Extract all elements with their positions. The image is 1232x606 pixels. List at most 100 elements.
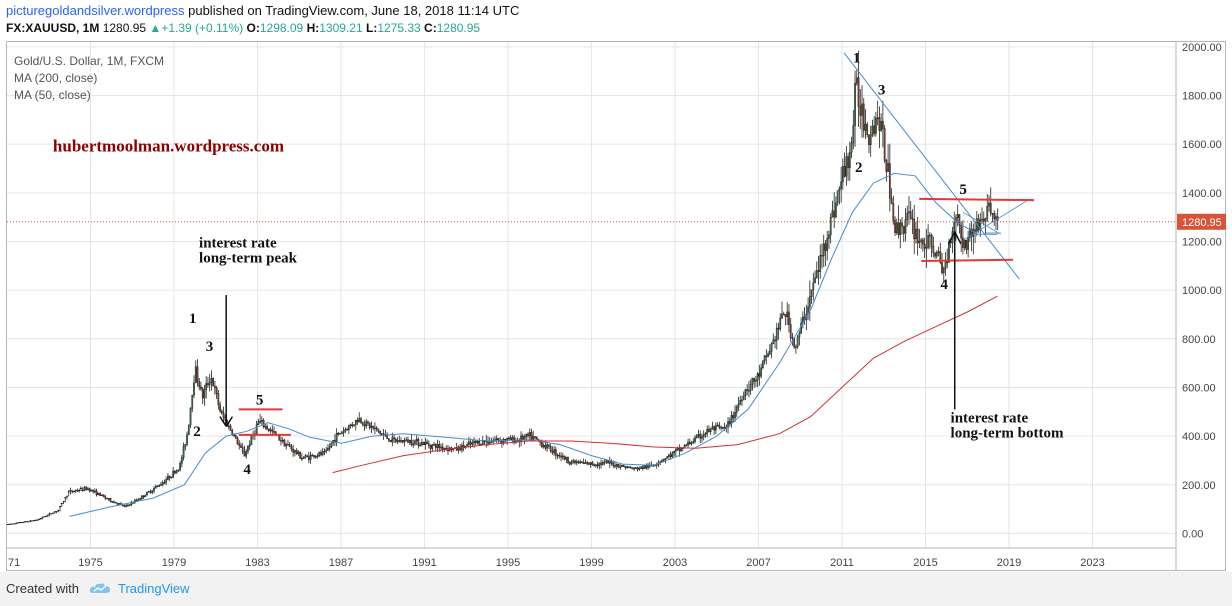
candle xyxy=(377,428,380,434)
candle-body xyxy=(567,456,569,463)
candle-body xyxy=(568,462,571,465)
candle xyxy=(398,435,401,443)
candle xyxy=(850,136,853,159)
candle-body xyxy=(685,444,688,447)
candle xyxy=(979,212,982,237)
candle xyxy=(29,520,32,522)
candle-body xyxy=(248,444,251,447)
candle xyxy=(871,119,874,138)
candle-body xyxy=(438,444,441,449)
candle-body xyxy=(603,461,606,464)
candle xyxy=(92,489,94,494)
candle-body xyxy=(626,466,629,469)
candle xyxy=(718,421,721,430)
candle xyxy=(859,89,862,130)
peak-marker-arrow xyxy=(219,416,227,427)
candle-body xyxy=(358,418,361,423)
candle xyxy=(353,424,355,427)
candle xyxy=(287,439,289,446)
price-chart[interactable]: 71 1975 1979 1983 1987 1991 1995 1999 2003 2007 20… xyxy=(0,0,1232,572)
tradingview-link[interactable]: TradingView xyxy=(118,581,190,596)
candle-body xyxy=(160,484,162,486)
candle xyxy=(516,437,519,442)
candle-body xyxy=(746,389,749,391)
candle xyxy=(153,486,155,494)
wave-label: 4 xyxy=(243,462,251,478)
candle-body xyxy=(128,504,131,506)
candle xyxy=(191,394,194,413)
candle xyxy=(763,354,766,365)
candle-body xyxy=(421,442,423,446)
candle xyxy=(494,436,496,443)
candle-body xyxy=(97,492,100,496)
candle-body xyxy=(419,444,422,447)
candle xyxy=(699,430,702,444)
candle-body xyxy=(534,436,536,438)
candle xyxy=(836,190,839,207)
candle xyxy=(335,428,338,447)
candle xyxy=(419,442,422,447)
candle xyxy=(626,465,629,469)
candle xyxy=(781,301,783,319)
candle-body xyxy=(114,501,117,504)
candle xyxy=(928,232,931,249)
candle-body xyxy=(923,243,926,249)
candle xyxy=(883,124,886,164)
candle xyxy=(704,431,707,438)
candle xyxy=(363,420,366,431)
candle xyxy=(39,518,42,520)
candle xyxy=(499,436,502,444)
candle-body xyxy=(214,385,216,389)
candle xyxy=(179,460,181,472)
candle-body xyxy=(768,350,771,355)
candle-body xyxy=(614,465,616,467)
candle-body xyxy=(551,450,554,454)
candle xyxy=(273,426,275,435)
candle-body xyxy=(735,406,738,413)
candle-body xyxy=(836,190,839,204)
candle-body xyxy=(396,440,399,442)
candle-body xyxy=(668,454,670,457)
candle xyxy=(814,270,816,284)
candle-body xyxy=(751,377,754,385)
candle xyxy=(174,470,176,475)
candle xyxy=(67,490,70,497)
candle xyxy=(520,431,522,447)
candle xyxy=(311,453,314,457)
candle-body xyxy=(301,457,303,460)
candle xyxy=(739,395,742,406)
candle-body xyxy=(828,234,830,239)
x-tick-label: 2015 xyxy=(913,557,937,569)
candle xyxy=(113,500,115,504)
candle-body xyxy=(927,235,929,248)
candle-body xyxy=(327,448,329,451)
candle xyxy=(624,465,627,470)
candle xyxy=(636,466,639,472)
candle xyxy=(716,422,719,427)
candle xyxy=(341,430,343,435)
bottom-marker-arrow xyxy=(947,231,956,245)
candle xyxy=(17,522,20,524)
candle-body xyxy=(883,128,886,161)
candle-body xyxy=(969,228,971,238)
candle-body xyxy=(833,210,836,218)
candle-body xyxy=(633,467,635,470)
candle-body xyxy=(255,424,258,435)
candle xyxy=(280,436,282,446)
candle xyxy=(393,434,395,444)
candle-body xyxy=(139,498,141,500)
candle xyxy=(367,420,369,427)
candle-body xyxy=(210,378,213,383)
wave-label: 2 xyxy=(855,160,863,176)
candle-body xyxy=(187,424,190,436)
candle-body xyxy=(709,428,712,432)
candle-body xyxy=(897,222,900,235)
candle xyxy=(721,426,724,430)
candle xyxy=(586,460,589,466)
candle xyxy=(375,426,378,432)
candle-body xyxy=(638,468,641,470)
author-link[interactable]: picturegoldandsilver.wordpress xyxy=(6,3,185,18)
candle xyxy=(908,196,910,225)
candle xyxy=(901,216,903,235)
candle-body xyxy=(468,441,470,445)
